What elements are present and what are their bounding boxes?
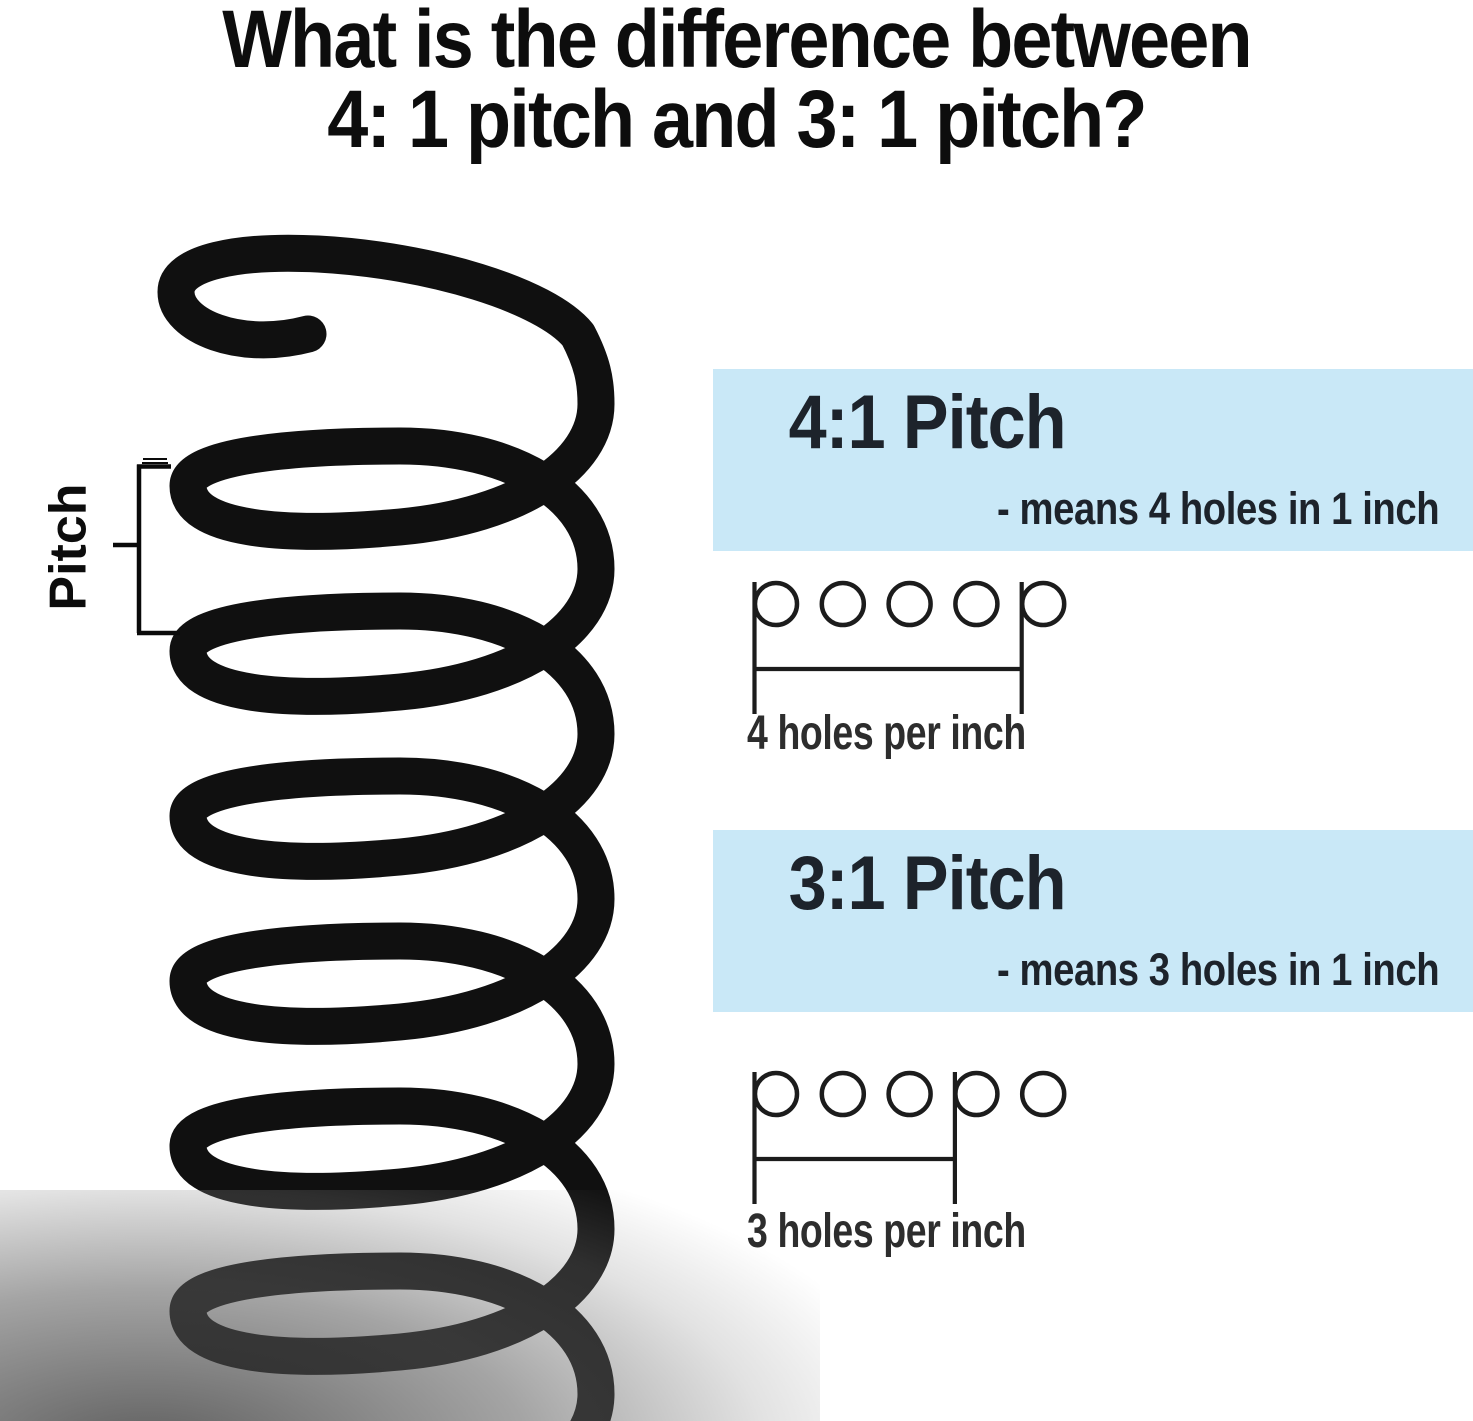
page-title: What is the difference between 4: 1 pitc… (74, 0, 1400, 165)
pitch-box-subtitle: - means 3 holes in 1 inch (996, 944, 1440, 995)
holes-diagram-4-1 (752, 580, 1067, 714)
hole-circle (886, 1070, 933, 1118)
pitch-box-subtitle: - means 4 holes in 1 inch (996, 483, 1440, 534)
holes-diagram-3-1 (752, 1070, 1067, 1204)
hole-circle (1019, 1070, 1067, 1118)
page-title-line1: What is the difference between (222, 0, 1252, 85)
pitch-label: Pitch (4, 472, 134, 622)
diagram-caption-4-1: 4 holes per inch (747, 707, 1026, 760)
pitch-box-title: 4:1 Pitch (788, 380, 1067, 465)
hole-circle (752, 1070, 800, 1118)
pitch-box-title: 3:1 Pitch (788, 841, 1067, 926)
pitch-box-4-1: 4:1 Pitch - means 4 holes in 1 inch (713, 369, 1473, 551)
diagram-caption-3-1: 3 holes per inch (747, 1205, 1026, 1258)
hole-circle (819, 1070, 867, 1118)
pitch-bracket (113, 458, 180, 636)
spiral-coil-photo (157, 234, 615, 1421)
hole-circle (953, 1070, 1000, 1118)
pitch-box-3-1: 3:1 Pitch - means 3 holes in 1 inch (713, 830, 1473, 1012)
hole-circle (752, 580, 800, 628)
hole-circle (886, 580, 933, 628)
hole-circle (953, 580, 1000, 628)
hole-circle (1019, 580, 1067, 628)
hole-circle (819, 580, 867, 628)
pitch-label-text: Pitch (39, 483, 98, 611)
coil-wire (157, 234, 615, 1421)
page-title-line2: 4: 1 pitch and 3: 1 pitch? (327, 74, 1147, 165)
